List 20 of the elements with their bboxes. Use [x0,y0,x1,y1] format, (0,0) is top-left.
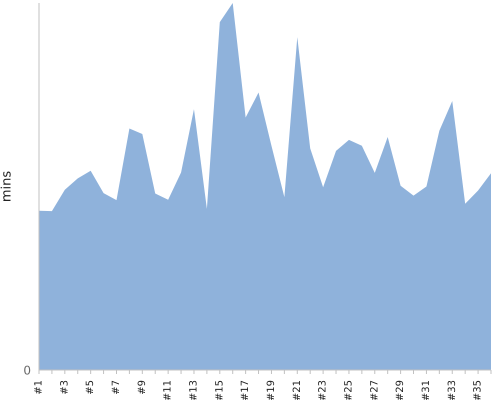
x-tick-label: #29 [395,380,406,400]
x-tick-label: #1 [34,380,44,395]
x-tick-label: #3 [59,380,70,395]
x-tick-label: #5 [85,380,96,395]
x-tick-label: #33 [446,380,458,400]
x-tick-label: #31 [420,380,432,400]
x-tick-label: #7 [110,380,122,395]
x-tick-label: #9 [136,380,148,395]
x-tick-label: #25 [343,380,354,400]
y-axis-title: mins [0,170,15,202]
x-tick-label: #21 [292,380,303,400]
x-tick-label: #35 [472,380,484,400]
x-tick-label: #15 [214,380,226,400]
x-tick-label: #17 [240,380,252,400]
x-tick-label: #13 [188,380,200,400]
x-tick-label: #27 [369,380,380,400]
x-tick-label: #19 [266,380,277,400]
x-tick-label: #23 [318,380,329,400]
x-tick-label: #11 [162,380,174,400]
text: 0 [23,363,31,378]
